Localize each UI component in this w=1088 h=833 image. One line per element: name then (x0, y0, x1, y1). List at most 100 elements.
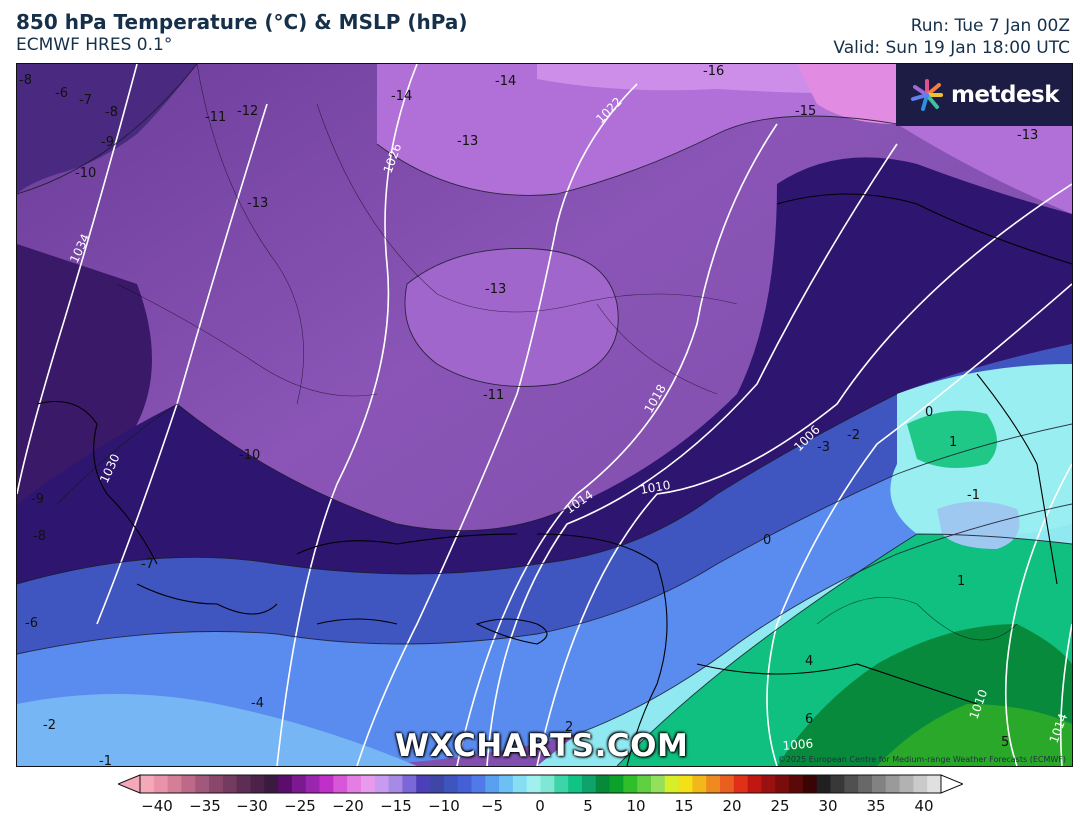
temp-label: -14 (391, 89, 412, 104)
colorbar-cell (485, 775, 500, 793)
temp-label: -6 (55, 86, 68, 101)
header-left: 850 hPa Temperature (°C) & MSLP (hPa) EC… (16, 10, 467, 56)
temp-zone-green-cell (907, 410, 997, 468)
temp-label: 2 (565, 720, 573, 735)
colorbar-cell (581, 775, 597, 793)
temp-zone-center (405, 248, 619, 387)
colorbar-cell (512, 775, 528, 793)
colorbar-cell (291, 775, 307, 793)
colorbar-tick: −35 (189, 797, 221, 815)
wxcharts-watermark: WXCHARTS.COM (395, 728, 689, 764)
colorbar-cell (913, 775, 928, 793)
colorbar-cell (802, 775, 818, 793)
temp-label: -16 (703, 64, 724, 79)
temp-label: 5 (1001, 735, 1009, 750)
colorbar-cell (333, 775, 348, 793)
colorbar-cell (250, 775, 265, 793)
temp-label: -1 (99, 754, 112, 766)
temp-label: 4 (805, 654, 813, 669)
isobar-1010 (536, 183, 1072, 766)
temp-label: -11 (483, 388, 504, 403)
temp-label: -8 (105, 105, 118, 120)
colorbar-cell (885, 775, 901, 793)
colorbar-cell (650, 775, 666, 793)
temp-label: 6 (805, 712, 813, 727)
temp-label: -3 (817, 440, 830, 455)
colorbar-cell (871, 775, 887, 793)
colorbar-cell (623, 775, 638, 793)
country-borders (116, 64, 1018, 641)
colorbar-cell (664, 775, 680, 793)
copyright-text: ©2025 European Centre for Medium-range W… (777, 755, 1066, 764)
colorbar-cell (554, 775, 569, 793)
colorbar-cell (153, 775, 169, 793)
colorbar-cell (167, 775, 182, 793)
colorbar-cell (181, 775, 196, 793)
temp-label: -8 (33, 529, 46, 544)
colorbar-cell (526, 775, 541, 793)
colorbar-cell (733, 775, 749, 793)
colorbar-tick: −25 (284, 797, 316, 815)
colorbar-cell (388, 775, 403, 793)
colorbar-cell (692, 775, 707, 793)
isobar-1026 (276, 64, 418, 766)
colorbar-cell (222, 775, 238, 793)
colorbar-cell (430, 775, 445, 793)
model-label: ECMWF HRES 0.1° (16, 35, 173, 55)
temp-label: 1 (949, 435, 957, 450)
logo-text: metdesk (950, 82, 1060, 108)
temp-label: -1 (967, 488, 980, 503)
temp-zone-indigo (17, 157, 1072, 585)
colorbar-cell (402, 775, 417, 793)
colorbar-right-arrow (940, 774, 963, 794)
colorbar-cell (789, 775, 804, 793)
temp-label: -4 (251, 696, 264, 711)
colorbar-cell (278, 775, 293, 793)
valid-time: Valid: Sun 19 Jan 18:00 UTC (833, 38, 1070, 58)
temp-label: -9 (31, 492, 44, 507)
colorbar-cell (209, 775, 224, 793)
colorbar-cell (568, 775, 583, 793)
colorbar-tick: −30 (236, 797, 268, 815)
colorbar-cell (637, 775, 652, 793)
temp-zone-light-blue (17, 424, 1072, 766)
temp-label: -8 (19, 73, 32, 88)
colorbar-cell (471, 775, 486, 793)
colorbar-cell (499, 775, 514, 793)
colorbar-cell (347, 775, 362, 793)
temp-label: -13 (457, 134, 478, 149)
colorbar-cell (264, 775, 279, 793)
colorbar-cell (195, 775, 210, 793)
colorbar-cell (374, 775, 390, 793)
temp-label: -10 (239, 448, 260, 463)
colorbar-cell (609, 775, 624, 793)
isobar-1018 (456, 123, 778, 766)
cyprus-outline (475, 618, 548, 645)
colorbar-cell (858, 775, 873, 793)
temp-label: -10 (75, 166, 96, 181)
colorbar-cell (457, 775, 472, 793)
temp-label: -2 (43, 718, 56, 733)
isobar-1006 (766, 283, 1072, 766)
weather-map: -8 -6 -7 -8 -9 -10 -11 -12 -13 -14 -14 -… (16, 63, 1073, 767)
colorbar-tick: 0 (535, 797, 545, 815)
colorbar-cell (830, 775, 845, 793)
temp-zone-blue (17, 344, 1072, 654)
colorbar-tick: 35 (866, 797, 886, 815)
run-time: Run: Tue 7 Jan 00Z (910, 16, 1070, 36)
colorbar-cell (678, 775, 693, 793)
colorbar-cell (747, 775, 762, 793)
colorbar-cell (844, 775, 859, 793)
temp-label: -6 (25, 616, 38, 631)
colorbar-cell (595, 775, 611, 793)
map-canvas: -8 -6 -7 -8 -9 -10 -11 -12 -13 -14 -14 -… (17, 64, 1072, 766)
temp-label: 1 (957, 574, 965, 589)
temp-label: -7 (79, 93, 92, 108)
isobar-1014-east (1059, 623, 1072, 766)
temp-zone-nw-dark (17, 64, 197, 194)
temp-label: -13 (485, 282, 506, 297)
colorbar-cell (540, 775, 555, 793)
colorbar-cell (816, 775, 832, 793)
colorbar-tick: 10 (626, 797, 646, 815)
colorbar-cell (775, 775, 790, 793)
